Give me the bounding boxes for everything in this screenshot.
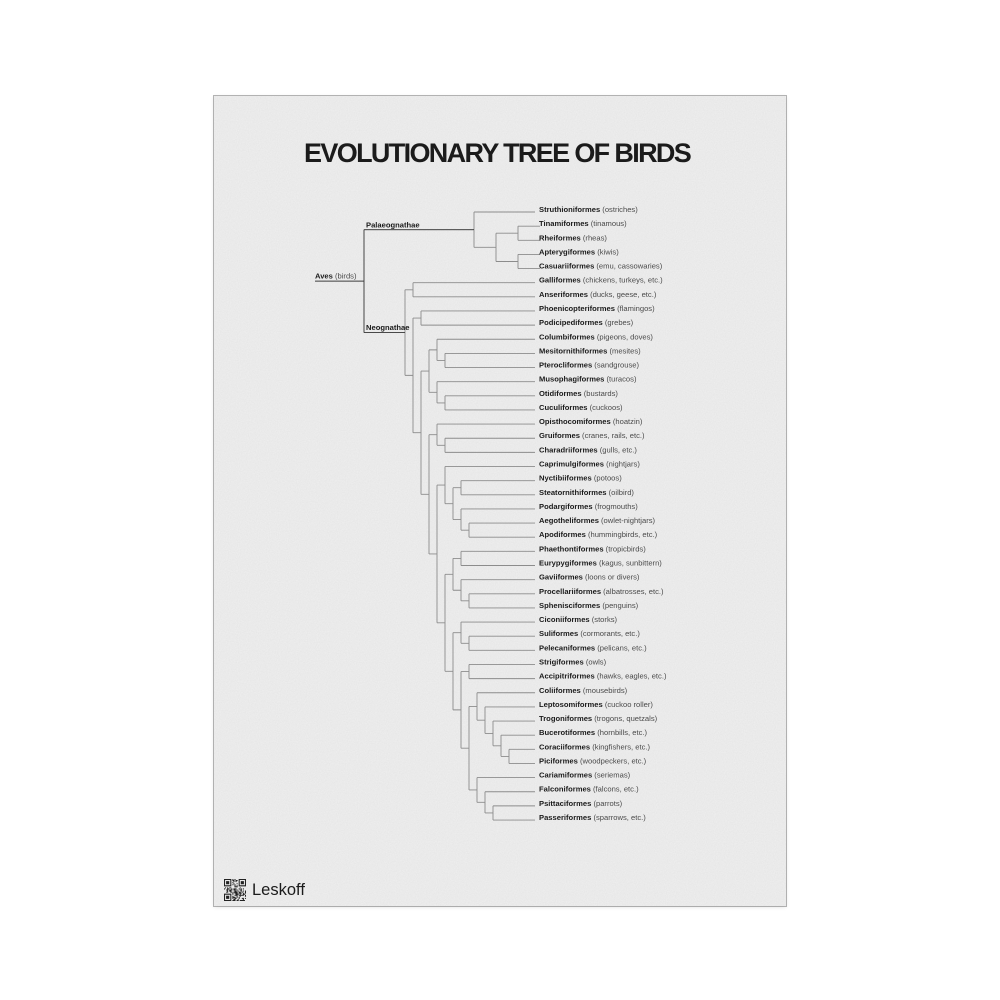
svg-text:Palaeognathae: Palaeognathae (366, 220, 420, 229)
svg-text:Coliiformes (mousebirds): Coliiformes (mousebirds) (539, 686, 628, 695)
svg-text:Mesitornithiformes (mesites): Mesitornithiformes (mesites) (539, 346, 641, 355)
svg-text:Psittaciformes (parrots): Psittaciformes (parrots) (539, 799, 623, 808)
svg-text:Aegotheliformes (owlet-nightja: Aegotheliformes (owlet-nightjars) (539, 516, 656, 525)
svg-text:Struthioniformes (ostriches): Struthioniformes (ostriches) (539, 205, 638, 214)
svg-text:Gruiformes (cranes, rails, etc: Gruiformes (cranes, rails, etc.) (539, 431, 645, 440)
svg-text:Coraciiformes (kingfishers, et: Coraciiformes (kingfishers, etc.) (539, 742, 650, 751)
svg-text:Phoenicopteriformes (flamingos: Phoenicopteriformes (flamingos) (539, 304, 655, 313)
svg-text:Ciconiiformes (storks): Ciconiiformes (storks) (539, 615, 618, 624)
svg-text:Passeriformes (sparrows, etc.): Passeriformes (sparrows, etc.) (539, 813, 646, 822)
svg-text:Tinamiformes (tinamous): Tinamiformes (tinamous) (539, 219, 627, 228)
svg-text:Otidiformes (bustards): Otidiformes (bustards) (539, 389, 618, 398)
svg-text:Aves (birds): Aves (birds) (315, 272, 357, 281)
svg-text:Caprimulgiformes (nightjars): Caprimulgiformes (nightjars) (539, 460, 640, 469)
svg-text:Casuariiformes (emu, cassowari: Casuariiformes (emu, cassowaries) (539, 262, 663, 271)
svg-text:Pelecaniformes (pelicans, etc.: Pelecaniformes (pelicans, etc.) (539, 643, 647, 652)
svg-text:Suliformes (cormorants, etc.): Suliformes (cormorants, etc.) (539, 629, 640, 638)
svg-text:Gaviiformes (loons or divers): Gaviiformes (loons or divers) (539, 573, 640, 582)
svg-text:Rheiformes (rheas): Rheiformes (rheas) (539, 233, 607, 242)
svg-text:Falconiformes (falcons, etc.): Falconiformes (falcons, etc.) (539, 785, 639, 794)
svg-text:Bucerotiformes (hornbills, etc: Bucerotiformes (hornbills, etc.) (539, 728, 648, 737)
svg-text:Musophagiformes (turacos): Musophagiformes (turacos) (539, 375, 637, 384)
svg-text:Pterocliformes (sandgrouse): Pterocliformes (sandgrouse) (539, 361, 640, 370)
svg-text:Apodiformes (hummingbirds, etc: Apodiformes (hummingbirds, etc.) (539, 530, 658, 539)
svg-text:Anseriformes (ducks, geese, et: Anseriformes (ducks, geese, etc.) (539, 290, 657, 299)
svg-text:Piciformes (woodpeckers, etc.): Piciformes (woodpeckers, etc.) (539, 756, 647, 765)
svg-text:Galliformes (chickens, turkeys: Galliformes (chickens, turkeys, etc.) (539, 276, 663, 285)
svg-text:Steatornithiformes (oilbird): Steatornithiformes (oilbird) (539, 488, 634, 497)
svg-text:Podicipediformes (grebes): Podicipediformes (grebes) (539, 318, 634, 327)
svg-text:Cariamiformes (seriemas): Cariamiformes (seriemas) (539, 771, 631, 780)
svg-text:Cuculiformes (cuckoos): Cuculiformes (cuckoos) (539, 403, 623, 412)
svg-text:Eurypygiformes (kagus, sunbitt: Eurypygiformes (kagus, sunbittern) (539, 559, 662, 568)
svg-text:Accipitriformes (hawks, eagles: Accipitriformes (hawks, eagles, etc.) (539, 672, 667, 681)
svg-text:Leptosomiformes (cuckoo roller: Leptosomiformes (cuckoo roller) (539, 700, 653, 709)
svg-text:Podargiformes (frogmouths): Podargiformes (frogmouths) (539, 502, 638, 511)
svg-text:Charadriiformes (gulls, etc.): Charadriiformes (gulls, etc.) (539, 445, 637, 454)
svg-text:Procellariiformes (albatrosses: Procellariiformes (albatrosses, etc.) (539, 587, 664, 596)
svg-text:Phaethontiformes (tropicbirds): Phaethontiformes (tropicbirds) (539, 544, 646, 553)
svg-text:Trogoniformes (trogons, quetza: Trogoniformes (trogons, quetzals) (539, 714, 658, 723)
svg-text:Neognathae: Neognathae (366, 323, 409, 332)
svg-text:Apterygiformes (kiwis): Apterygiformes (kiwis) (539, 247, 619, 256)
svg-text:Sphenisciformes (penguins): Sphenisciformes (penguins) (539, 601, 639, 610)
svg-text:Columbiformes (pigeons, doves): Columbiformes (pigeons, doves) (539, 332, 653, 341)
svg-text:Opisthocomiformes (hoatzin): Opisthocomiformes (hoatzin) (539, 417, 643, 426)
svg-text:Strigiformes (owls): Strigiformes (owls) (539, 657, 607, 666)
svg-text:Nyctibiiformes (potoos): Nyctibiiformes (potoos) (539, 474, 622, 483)
